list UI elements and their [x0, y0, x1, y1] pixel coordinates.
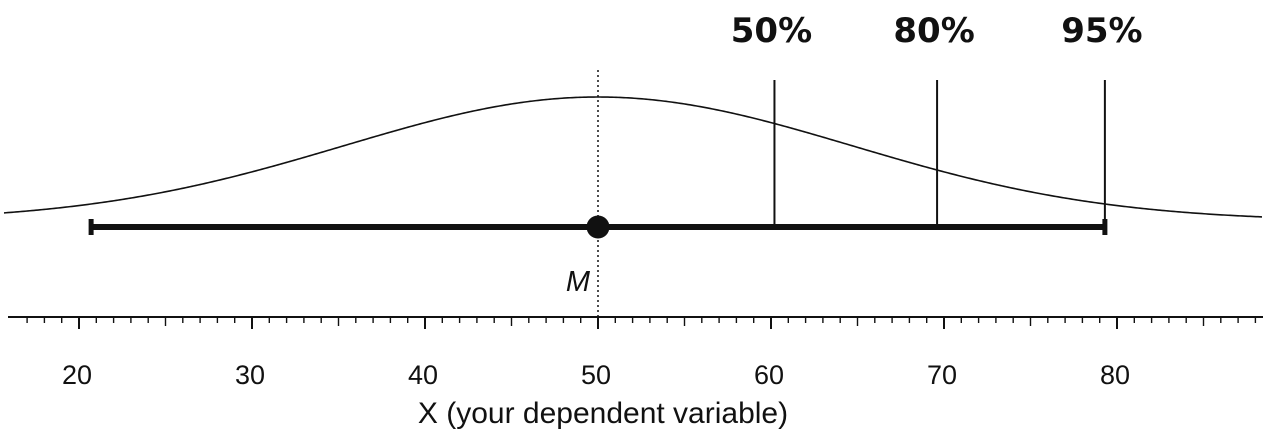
x-axis-title: X (your dependent variable) — [418, 397, 788, 430]
percentile-label-2: 95% — [1061, 11, 1142, 51]
percentile-label-0: 50% — [731, 11, 812, 51]
x-tick-label-5: 70 — [927, 360, 957, 390]
x-tick-label-1: 30 — [235, 360, 265, 390]
x-tick-label-2: 40 — [408, 360, 438, 390]
x-tick-label-4: 60 — [754, 360, 784, 390]
mean-point — [586, 215, 610, 239]
mean-label: M — [566, 266, 591, 298]
distribution-curve — [3, 96, 1263, 218]
x-tick-label-6: 80 — [1100, 360, 1130, 390]
x-tick-label-3: 50 — [581, 360, 611, 390]
x-tick-label-0: 20 — [62, 360, 92, 390]
percentile-label-1: 80% — [893, 11, 974, 51]
